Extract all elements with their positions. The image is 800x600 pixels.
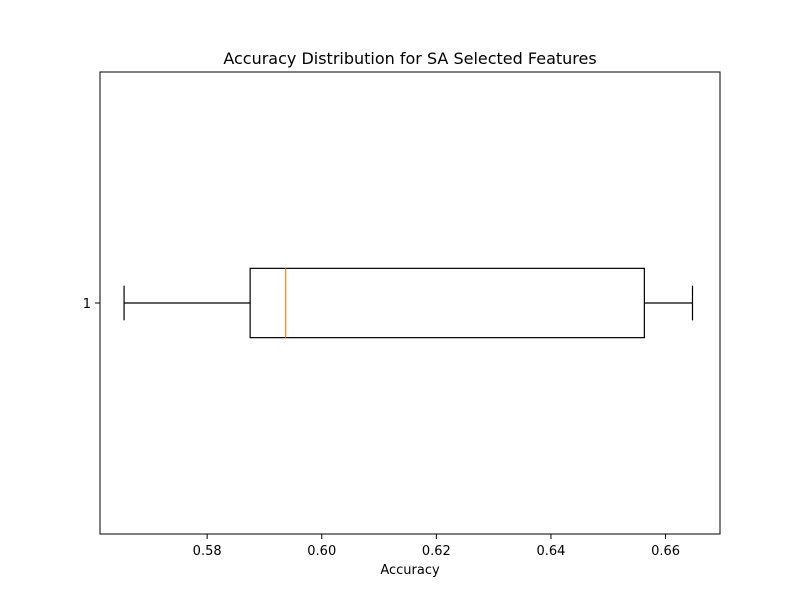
x-axis-ticks: 0.58 0.60 0.62 0.64 0.66	[193, 534, 680, 559]
y-tick-label: 1	[83, 297, 91, 312]
box-plot-item	[123, 267, 694, 339]
chart-title: Accuracy Distribution for SA Selected Fe…	[223, 49, 596, 68]
y-axis-ticks: 1	[83, 297, 100, 312]
x-tick-label: 0.60	[307, 544, 336, 559]
x-tick-label: 0.58	[193, 544, 222, 559]
interquartile-box	[249, 267, 645, 339]
x-axis-label: Accuracy	[380, 563, 440, 578]
x-tick-label: 0.64	[536, 544, 565, 559]
box-series	[123, 267, 694, 339]
x-tick-label: 0.62	[422, 544, 451, 559]
x-tick-label: 0.66	[651, 544, 680, 559]
